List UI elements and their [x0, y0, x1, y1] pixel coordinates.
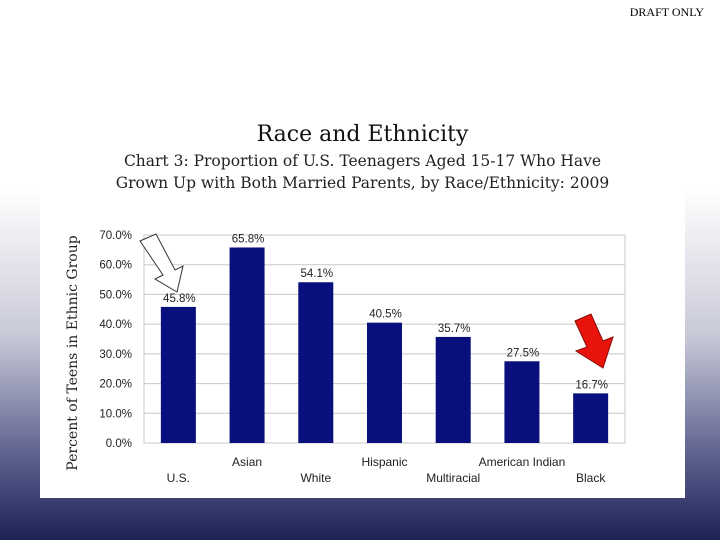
bar [367, 322, 402, 443]
category-label: U.S. [167, 471, 190, 485]
white-arrow-icon [139, 233, 184, 293]
y-tick-label: 40.0% [99, 319, 132, 331]
chart-subtitle: Chart 3: Proportion of U.S. Teenagers Ag… [40, 150, 685, 194]
chart-subtitle-line-1: Chart 3: Proportion of U.S. Teenagers Ag… [123, 152, 602, 170]
data-label: 35.7% [438, 323, 471, 335]
category-label: Black [576, 471, 606, 485]
red-arrow-icon [574, 313, 614, 369]
chart-image: Race and Ethnicity Chart 3: Proportion o… [40, 106, 685, 498]
y-tick-label: 30.0% [99, 349, 132, 361]
data-label: 54.1% [300, 268, 333, 280]
y-tick-label: 10.0% [99, 408, 132, 420]
y-tick-label: 70.0% [99, 230, 132, 242]
data-label: 65.8% [232, 233, 265, 245]
chart-subtitle-line-2: Grown Up with Both Married Parents, by R… [115, 174, 610, 192]
bar [160, 306, 196, 443]
category-label: Asian [232, 455, 262, 469]
y-axis-label: Percent of Teens in Ethnic Group [65, 235, 81, 470]
y-tick-label: 50.0% [99, 289, 132, 301]
category-label: Multiracial [426, 471, 480, 485]
chart-title: Race and Ethnicity [256, 122, 469, 147]
bar [504, 361, 540, 443]
draft-watermark: DRAFT ONLY [629, 5, 704, 19]
data-label: 40.5% [369, 309, 402, 321]
bar [573, 393, 609, 443]
bar [435, 336, 471, 443]
bar [229, 247, 265, 443]
data-label: 27.5% [507, 347, 540, 359]
category-label: Hispanic [361, 455, 407, 469]
bar-chart: 0.0% 10.0% 20.0% 30.0% 40.0% 50.0% 60.0% 70.0% P… [65, 230, 626, 485]
category-label: White [300, 471, 331, 485]
y-tick-label: 60.0% [99, 260, 132, 272]
data-label: 16.7% [575, 379, 608, 391]
category-label: American Indian [479, 455, 566, 469]
bar [298, 282, 334, 443]
data-label: 45.8% [163, 293, 196, 305]
y-tick-label: 20.0% [99, 379, 132, 391]
y-tick-label: 0.0% [106, 438, 132, 450]
